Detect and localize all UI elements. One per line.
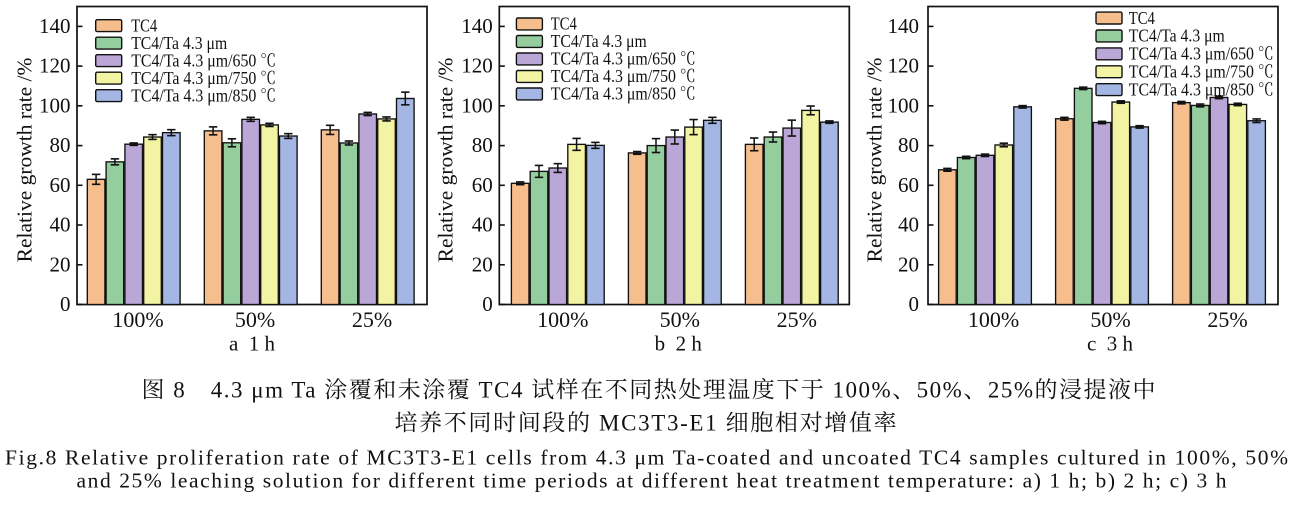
svg-text:20: 20 xyxy=(898,252,919,276)
svg-text:TC4/Ta 4.3 μm: TC4/Ta 4.3 μm xyxy=(1129,26,1225,46)
svg-text:60: 60 xyxy=(472,173,493,197)
svg-text:100%: 100% xyxy=(112,307,163,332)
svg-text:60: 60 xyxy=(898,173,919,197)
svg-text:TC4/Ta 4.3 μm/750 ℃: TC4/Ta 4.3 μm/750 ℃ xyxy=(551,66,696,86)
svg-text:0: 0 xyxy=(482,292,493,316)
svg-text:TC4/Ta 4.3 μm/850 ℃: TC4/Ta 4.3 μm/850 ℃ xyxy=(551,84,696,104)
svg-text:80: 80 xyxy=(50,133,71,157)
svg-text:0: 0 xyxy=(909,292,920,316)
svg-text:40: 40 xyxy=(472,213,493,237)
svg-text:c 3 h: c 3 h xyxy=(1087,332,1134,356)
svg-text:60: 60 xyxy=(50,173,71,197)
svg-text:a 1 h: a 1 h xyxy=(229,332,276,356)
svg-text:TC4/Ta 4.3 μm/750 ℃: TC4/Ta 4.3 μm/750 ℃ xyxy=(1129,62,1274,82)
svg-text:TC4: TC4 xyxy=(551,14,577,34)
svg-text:80: 80 xyxy=(472,133,493,157)
svg-text:培养不同时间段的 MC3T3-E1 细胞相对增值率: 培养不同时间段的 MC3T3-E1 细胞相对增值率 xyxy=(395,411,897,436)
svg-text:140: 140 xyxy=(888,14,920,38)
svg-text:TC4/Ta 4.3 μm: TC4/Ta 4.3 μm xyxy=(551,31,647,51)
svg-text:50%: 50% xyxy=(660,307,700,332)
svg-text:TC4: TC4 xyxy=(131,15,157,35)
svg-text:100: 100 xyxy=(461,93,493,117)
svg-text:80: 80 xyxy=(898,133,919,157)
svg-text:TC4/Ta 4.3 μm/650 ℃: TC4/Ta 4.3 μm/650 ℃ xyxy=(131,50,276,70)
svg-text:TC4/Ta 4.3 μm/650 ℃: TC4/Ta 4.3 μm/650 ℃ xyxy=(551,49,696,69)
svg-text:图 8 4.3 μm Ta 涂覆和未涂覆 TC4 试样在不同: 图 8 4.3 μm Ta 涂覆和未涂覆 TC4 试样在不同热处理温度下于 10… xyxy=(142,378,1156,403)
svg-text:TC4/Ta 4.3 μm/650 ℃: TC4/Ta 4.3 μm/650 ℃ xyxy=(1129,44,1274,64)
svg-text:100: 100 xyxy=(888,93,920,117)
svg-text:b 2 h: b 2 h xyxy=(655,332,703,356)
svg-text:20: 20 xyxy=(472,252,493,276)
svg-text:0: 0 xyxy=(60,292,71,316)
svg-text:TC4/Ta 4.3 μm: TC4/Ta 4.3 μm xyxy=(131,33,227,53)
svg-text:25%: 25% xyxy=(1207,307,1247,332)
svg-text:20: 20 xyxy=(50,252,71,276)
svg-text:120: 120 xyxy=(888,54,920,78)
svg-text:100%: 100% xyxy=(968,307,1019,332)
svg-text:120: 120 xyxy=(39,54,71,78)
svg-text:TC4/Ta 4.3 μm/750 ℃: TC4/Ta 4.3 μm/750 ℃ xyxy=(131,68,276,88)
svg-text:50%: 50% xyxy=(235,307,275,332)
svg-text:140: 140 xyxy=(461,14,493,38)
svg-text:Relative growth rate /%: Relative growth rate /% xyxy=(13,58,37,263)
svg-text:and 25% leaching solution for: and 25% leaching solution for different … xyxy=(77,469,1227,493)
svg-text:25%: 25% xyxy=(352,307,392,332)
svg-text:50%: 50% xyxy=(1090,307,1130,332)
svg-text:Relative growth rate /%: Relative growth rate /% xyxy=(863,58,887,263)
svg-text:140: 140 xyxy=(39,14,71,38)
svg-text:25%: 25% xyxy=(777,307,817,332)
svg-text:TC4: TC4 xyxy=(1129,8,1155,28)
svg-text:40: 40 xyxy=(898,213,919,237)
svg-text:TC4/Ta 4.3 μm/850 ℃: TC4/Ta 4.3 μm/850 ℃ xyxy=(1129,79,1274,99)
svg-text:Relative growth rate /%: Relative growth rate /% xyxy=(434,58,458,263)
svg-text:100: 100 xyxy=(39,93,71,117)
svg-text:TC4/Ta 4.3 μm/850 ℃: TC4/Ta 4.3 μm/850 ℃ xyxy=(131,85,276,105)
svg-text:100%: 100% xyxy=(537,307,588,332)
svg-text:120: 120 xyxy=(461,54,493,78)
svg-text:40: 40 xyxy=(50,213,71,237)
